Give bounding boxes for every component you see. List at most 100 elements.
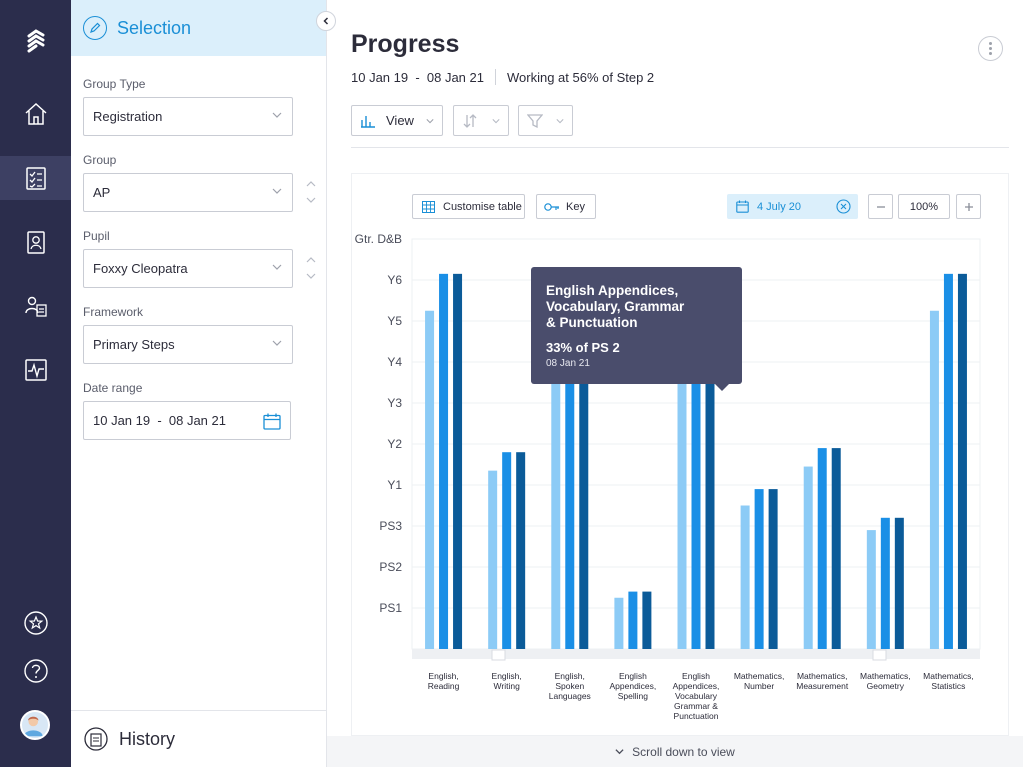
x-category-label: Mathematics, — [860, 671, 911, 681]
checklist-icon[interactable] — [0, 156, 71, 200]
pupil-profile-icon[interactable] — [0, 220, 71, 264]
chevron-down-icon — [272, 264, 282, 270]
y-tick-label: Y2 — [387, 437, 402, 451]
bar-dark — [579, 345, 589, 649]
activity-icon[interactable] — [0, 348, 71, 392]
group-label: Group — [83, 153, 117, 167]
bar-light — [614, 597, 624, 649]
filter-icon — [527, 113, 543, 128]
calendar-icon[interactable] — [263, 413, 281, 430]
group-stepper[interactable] — [304, 178, 318, 210]
date-range-input[interactable]: 10 Jan 19 - 08 Jan 21 — [83, 401, 291, 440]
view-dropdown[interactable]: View — [351, 105, 443, 136]
calendar-icon — [736, 200, 749, 213]
group-type-value: Registration — [93, 109, 163, 124]
bar-mid — [565, 345, 575, 649]
sort-icon — [463, 113, 477, 128]
framework-select[interactable]: Primary Steps — [83, 325, 293, 364]
more-options-button[interactable] — [978, 36, 1003, 61]
framework-label: Framework — [83, 305, 144, 319]
chart-scrollbar — [412, 649, 980, 659]
bar-mid — [880, 517, 890, 649]
bar-mid — [691, 345, 701, 649]
selection-title: Selection — [117, 17, 192, 38]
more-icon — [989, 42, 992, 45]
date-chip-label: 4 July 20 — [757, 200, 802, 213]
y-tick-label: Y1 — [387, 478, 402, 492]
groups-icon[interactable] — [0, 284, 71, 328]
y-tick-label: Y5 — [387, 314, 402, 328]
scroll-hint-label: Scroll down to view — [632, 744, 735, 759]
history-icon — [84, 727, 108, 751]
chevron-down-icon — [556, 119, 564, 124]
zoom-level: 100% — [898, 194, 950, 219]
y-tick-label: Y4 — [387, 355, 402, 369]
pupil-select[interactable]: Foxxy Cleopatra — [83, 249, 293, 288]
bar-dark — [957, 273, 967, 649]
customise-table-button[interactable]: Customise table — [412, 194, 525, 219]
bar-light — [677, 345, 687, 649]
divider — [494, 69, 496, 85]
bar-mid — [502, 452, 512, 649]
bar-dark — [705, 345, 715, 649]
y-tick-label: PS1 — [379, 601, 402, 615]
y-tick-label: PS3 — [379, 519, 402, 533]
bar-light — [740, 505, 750, 649]
view-label: View — [386, 113, 414, 128]
x-category-label: English — [619, 671, 647, 681]
help-icon[interactable] — [0, 649, 71, 693]
tooltip-title: English Appendices, Vocabulary, Grammar … — [546, 283, 685, 330]
bar-chart-icon — [361, 115, 375, 128]
key-button[interactable]: Key — [536, 194, 596, 219]
group-value: AP — [93, 185, 111, 200]
pupil-stepper[interactable] — [304, 254, 318, 286]
avatar[interactable] — [20, 710, 50, 740]
collapse-panel-button[interactable] — [316, 11, 336, 31]
zoom-out-button[interactable] — [868, 194, 893, 219]
clear-date-icon[interactable] — [836, 199, 851, 214]
bar-light — [425, 310, 435, 649]
tooltip-value: 33% of PS 2 — [546, 340, 620, 355]
x-category-label: English, — [428, 671, 458, 681]
bar-mid — [817, 448, 827, 649]
pencil-icon — [83, 16, 107, 40]
history-section[interactable]: History — [71, 710, 327, 767]
y-tick-label: PS2 — [379, 560, 402, 574]
x-category-label: Statistics — [931, 681, 965, 691]
x-category-label: Spelling — [618, 691, 649, 701]
zoom-in-button[interactable] — [956, 194, 981, 219]
bar-light — [803, 466, 813, 649]
chevron-down-icon — [272, 340, 282, 346]
working-status: Working at 56% of Step 2 — [506, 69, 655, 85]
x-category-label: Mathematics, — [734, 671, 785, 681]
bar-mid — [439, 273, 449, 649]
date-filter-chip[interactable]: 4 July 20 — [727, 194, 858, 219]
page-title: Progress — [351, 30, 460, 58]
x-category-label: Reading — [428, 681, 460, 691]
progress-subline: 10 Jan 19 - 08 Jan 21 Working at 56% of … — [351, 69, 654, 85]
date-range-label: Date range — [83, 381, 143, 395]
plus-icon — [964, 202, 973, 211]
x-category-label: Geometry — [867, 681, 905, 691]
y-tick-label: Gtr. D&B — [355, 232, 402, 246]
star-icon[interactable] — [0, 601, 71, 645]
selection-header: Selection — [71, 0, 326, 56]
nav-rail — [0, 0, 71, 767]
filter-dropdown[interactable] — [518, 105, 573, 136]
group-type-label: Group Type — [83, 77, 146, 91]
history-label: History — [119, 728, 176, 749]
logo-icon[interactable] — [0, 18, 71, 62]
group-type-select[interactable]: Registration — [83, 97, 293, 136]
scroll-handle-left — [491, 649, 506, 661]
sort-dropdown[interactable] — [453, 105, 509, 136]
bar-light — [866, 530, 876, 649]
group-select[interactable]: AP — [83, 173, 293, 212]
scroll-down-hint[interactable]: Scroll down to view — [327, 736, 1023, 767]
bar-tooltip: English Appendices, Vocabulary, Grammar … — [531, 267, 742, 391]
home-icon[interactable] — [0, 92, 71, 136]
key-label: Key — [566, 200, 585, 213]
bar-light — [488, 470, 498, 649]
selection-panel: Selection Group Type Registration Group … — [71, 0, 327, 767]
x-category-label: Spoken — [555, 681, 584, 691]
